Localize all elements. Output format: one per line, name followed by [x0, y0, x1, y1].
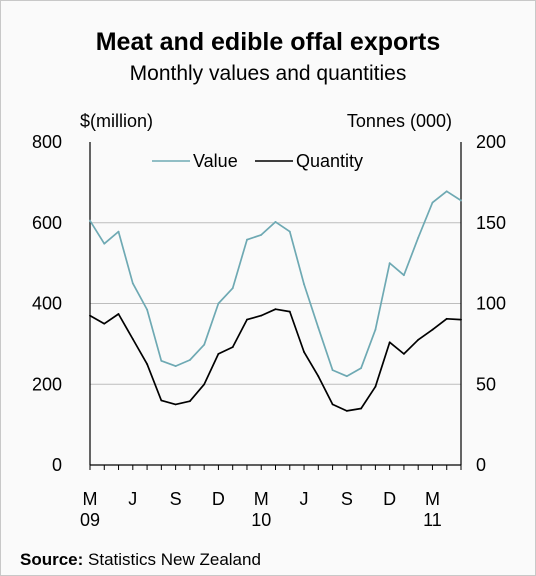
x-tick-label: D — [212, 489, 225, 509]
y-left-tick-label: 400 — [32, 294, 62, 314]
x-tick-year-label: 10 — [251, 510, 271, 530]
y-right-tick-label: 100 — [476, 294, 506, 314]
x-tick-year-label: 09 — [80, 510, 100, 530]
data-point-quantity — [417, 338, 420, 341]
data-point-quantity — [274, 308, 277, 311]
data-point-quantity — [445, 317, 448, 320]
data-point-quantity — [131, 338, 134, 340]
legend-label-quantity: Quantity — [296, 151, 363, 171]
data-point-quantity — [217, 353, 220, 355]
x-tick-label: M — [425, 489, 440, 509]
data-point-value — [189, 359, 191, 361]
data-point-value — [431, 201, 434, 204]
data-point-quantity — [345, 410, 348, 412]
data-point-quantity — [117, 313, 120, 315]
y-right-tick-label: 50 — [476, 374, 496, 394]
data-point-quantity — [388, 341, 391, 344]
source-note: Source: Statistics New Zealand — [20, 550, 261, 569]
data-point-quantity — [260, 314, 263, 317]
legend: Value Quantity — [152, 151, 363, 171]
data-point-quantity — [160, 399, 163, 402]
x-tick-label: D — [383, 489, 396, 509]
source-label: Source: — [20, 550, 83, 569]
data-point-value — [146, 308, 149, 311]
data-point-quantity — [360, 407, 362, 410]
data-point-value — [388, 262, 391, 264]
data-point-value — [445, 190, 448, 193]
data-point-quantity — [460, 318, 462, 321]
data-point-value — [117, 230, 120, 233]
x-tick-label: J — [128, 489, 137, 509]
data-point-value — [217, 302, 220, 305]
y-right-tick-label: 150 — [476, 213, 506, 233]
data-point-quantity — [189, 400, 191, 403]
y-left-tick-label: 200 — [32, 374, 62, 394]
data-point-value — [360, 367, 362, 369]
data-point-value — [103, 242, 106, 245]
series-lines — [89, 190, 462, 412]
y-right-unit-label: Tonnes (000) — [347, 111, 452, 131]
data-point-value — [246, 238, 248, 241]
y-right-tick-label: 0 — [476, 455, 486, 475]
data-point-value — [89, 219, 91, 222]
data-point-value — [374, 328, 377, 331]
data-point-quantity — [331, 403, 334, 406]
x-tick-label: S — [341, 489, 353, 509]
data-point-value — [403, 274, 405, 277]
data-point-quantity — [246, 318, 248, 321]
legend-label-value: Value — [193, 151, 238, 171]
data-point-quantity — [403, 353, 405, 355]
data-point-value — [288, 230, 291, 233]
data-point-quantity — [317, 375, 320, 378]
y-axis-ticks: 0 0 200 50 400 100 600 150 800 200 — [32, 132, 506, 475]
data-point-value — [331, 369, 334, 371]
data-point-quantity — [146, 363, 149, 365]
y-left-unit-label: $(million) — [80, 111, 153, 131]
data-point-value — [231, 287, 234, 290]
data-point-quantity — [374, 385, 377, 388]
x-tick-label: M — [254, 489, 269, 509]
data-point-value — [203, 343, 206, 346]
data-point-value — [460, 199, 462, 202]
chart-subtitle: Monthly values and quantities — [130, 62, 407, 85]
data-point-value — [131, 282, 134, 285]
data-point-quantity — [203, 383, 206, 386]
data-point-quantity — [431, 328, 434, 331]
data-point-value — [160, 359, 163, 362]
y-right-tick-label: 200 — [476, 132, 506, 152]
data-point-quantity — [288, 310, 291, 313]
x-tick-label: M — [83, 489, 98, 509]
data-point-quantity — [174, 403, 177, 406]
x-tick-label: J — [300, 489, 309, 509]
data-point-quantity — [103, 322, 106, 325]
data-point-value — [274, 221, 277, 223]
source-text: Statistics New Zealand — [83, 550, 261, 569]
series-line-quantity — [89, 308, 462, 412]
data-point-quantity — [89, 314, 91, 317]
data-point-value — [317, 326, 320, 329]
x-tick-label: S — [170, 489, 182, 509]
data-point-quantity — [231, 346, 234, 348]
y-left-tick-label: 800 — [32, 132, 62, 152]
data-point-value — [417, 236, 420, 239]
data-point-value — [260, 234, 263, 236]
chart-title: Meat and edible offal exports — [96, 28, 441, 56]
gridlines — [89, 142, 462, 466]
data-point-value — [303, 283, 305, 285]
data-point-value — [345, 375, 348, 378]
series-line-value — [89, 190, 462, 378]
y-left-tick-label: 0 — [52, 455, 62, 475]
x-tick-year-label: 11 — [423, 510, 442, 530]
y-left-tick-label: 600 — [32, 213, 62, 233]
data-point-value — [174, 365, 177, 367]
data-point-quantity — [303, 351, 305, 353]
